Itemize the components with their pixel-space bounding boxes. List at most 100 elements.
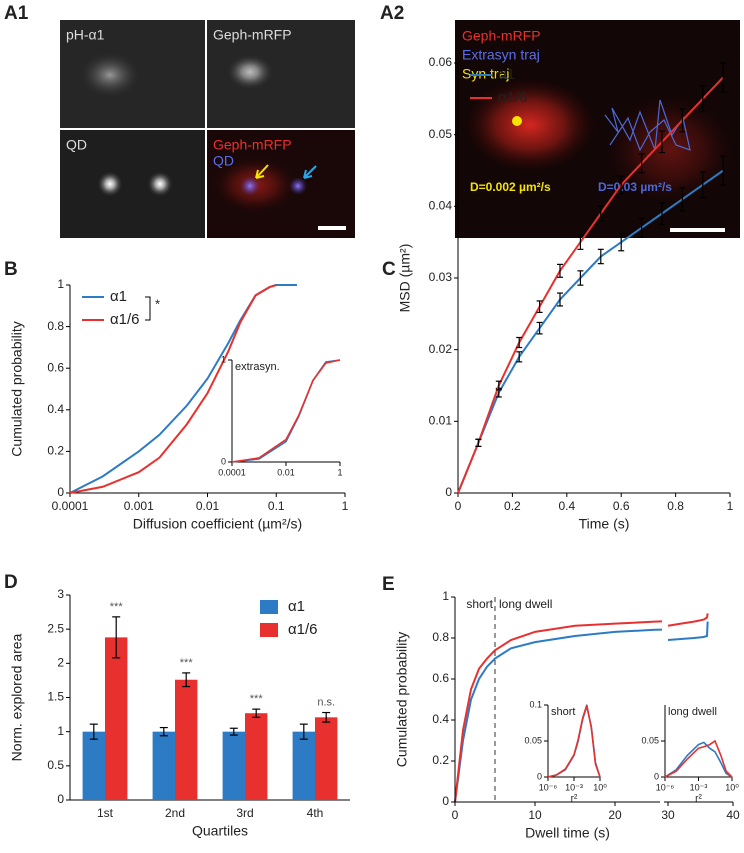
legend-text: α1 (498, 66, 515, 83)
x-tick-label: 0.001 (124, 499, 154, 513)
y-tick-label: 1 (442, 589, 449, 603)
x-tick-label: 10⁻⁶ (539, 782, 558, 792)
panel-a2: A2 Geph-mRFP Extrasyn traj Syn traj D=0.… (380, 3, 740, 238)
legend-text: α1/6 (288, 621, 318, 638)
y-tick-label: 0.02 (429, 342, 453, 356)
x-tick-label: 10⁻³ (565, 782, 583, 792)
legend-text: α1/6 (498, 89, 528, 106)
y-tick-label: 0.04 (429, 199, 453, 213)
panel-label: A2 (380, 3, 404, 24)
x-tick-label: 30 (688, 808, 702, 822)
scale-bar (670, 228, 725, 232)
y-tick-label: 0 (442, 794, 449, 808)
y-tick-label: 0.6 (47, 360, 64, 374)
arrow (303, 165, 317, 179)
y-tick-label: 0.06 (429, 55, 453, 69)
x-axis-label: Dwell time (s) (525, 825, 610, 841)
tile-label: QD (213, 153, 234, 169)
bar (315, 717, 338, 800)
y-tick-label: 0.05 (641, 735, 659, 745)
significance: * (155, 296, 160, 311)
x-axis-label: Time (s) (579, 516, 630, 532)
x-tick-label: 0.4 (558, 499, 575, 513)
y-axis-label: MSD (µm²) (397, 244, 413, 313)
blob (600, 90, 740, 210)
y-tick-label: 0.8 (432, 630, 449, 644)
x-tick-label: 30 (661, 808, 675, 822)
x-tick-label: 0 (452, 808, 459, 822)
series-line (457, 169, 724, 494)
bracket (145, 296, 151, 321)
x-tick-label: 0.2 (504, 499, 521, 513)
bar (105, 637, 128, 800)
tile-label: Geph-mRFP (213, 137, 292, 153)
x-tick-label: 20 (608, 808, 622, 822)
x-tick-label: 0.01 (277, 467, 295, 477)
y-tick-label: 0.4 (47, 402, 64, 416)
inset-title: long dwell (668, 706, 717, 718)
x-tick-label: 10 (528, 808, 542, 822)
blob (289, 177, 307, 195)
y-tick-label: 0 (654, 771, 659, 781)
x-tick-label: 40 (726, 808, 740, 822)
blob (226, 54, 274, 90)
bar (245, 713, 268, 800)
y-tick-label: 0 (445, 485, 452, 499)
chart: 0 0.01 0.02 0.03 0.04 0.05 0.06 0 0.2 0.4 0.6 0.8 1 C… (382, 55, 734, 532)
y-tick-label: 0.03 (429, 270, 453, 284)
x-tick-label: 10⁰ (593, 782, 607, 792)
blob (78, 51, 142, 99)
x-tick-label: 0.01 (196, 499, 220, 513)
legend-swatch (260, 600, 278, 614)
inset-title: short (551, 706, 575, 718)
y-tick-label: 2.5 (47, 621, 64, 635)
x-tick-label: 1 (337, 467, 342, 477)
y-tick-label: 0 (221, 456, 226, 466)
bar (152, 731, 175, 800)
y-tick-label: 1 (57, 277, 64, 291)
y-tick-label: 1.5 (47, 690, 64, 704)
y-tick-label: 1 (57, 724, 64, 738)
legend-text: α1 (110, 288, 127, 305)
y-tick-label: 0 (537, 771, 542, 781)
y-tick-label: 0 (57, 792, 64, 806)
legend-text: α1 (288, 598, 305, 615)
bar (175, 679, 198, 800)
x-tick-label: 10⁻³ (690, 782, 708, 792)
inset: 0 1 0.0001 0.01 1 extrasyn. (218, 354, 342, 477)
series-line (231, 359, 341, 463)
x-tick-label: 0.0001 (218, 467, 246, 477)
annotation: D=0.03 µm²/s (598, 180, 672, 194)
chart: 0 10 20 30 0 0.2 0.4 0.6 0.8 1 30 40 E Dwell time (s)… (382, 574, 740, 841)
x-tick-label: 3rd (236, 806, 253, 820)
y-tick-label: 0 (57, 485, 64, 499)
annotation: *** (250, 693, 264, 705)
x-tick-label: 0.1 (268, 499, 285, 513)
clipped: 0 10 20 30 (452, 620, 702, 822)
panel-label: B (4, 259, 18, 280)
annotation: *** (180, 657, 194, 669)
blob (97, 171, 123, 197)
blob (460, 75, 600, 175)
y-tick-label: 0.2 (47, 444, 64, 458)
legend-text: Geph-mRFP (462, 28, 541, 44)
tile-label: QD (66, 137, 87, 153)
panel-a1: A1 pH-α1 Geph-mRFP QD Geph-mRFP QD (4, 3, 355, 238)
x-tick-label: 0.8 (667, 499, 684, 513)
y-tick-label: 0.05 (524, 735, 542, 745)
annotation: *** (110, 601, 124, 613)
panel-label: C (382, 259, 396, 280)
x-tick-label: 4th (307, 806, 324, 820)
tile-label: Geph-mRFP (213, 27, 292, 43)
series-line (667, 613, 709, 627)
series-line (547, 704, 601, 778)
syn-trajectory (512, 116, 522, 126)
x-tick-label: 1 (342, 499, 349, 513)
y-tick-label: 0.4 (432, 712, 449, 726)
y-axis-label: Cumulated probability (394, 632, 410, 767)
x-axis-label: r² (571, 794, 578, 805)
series-line (454, 620, 662, 803)
bar (82, 731, 105, 800)
x-axis-label: r² (695, 794, 702, 805)
